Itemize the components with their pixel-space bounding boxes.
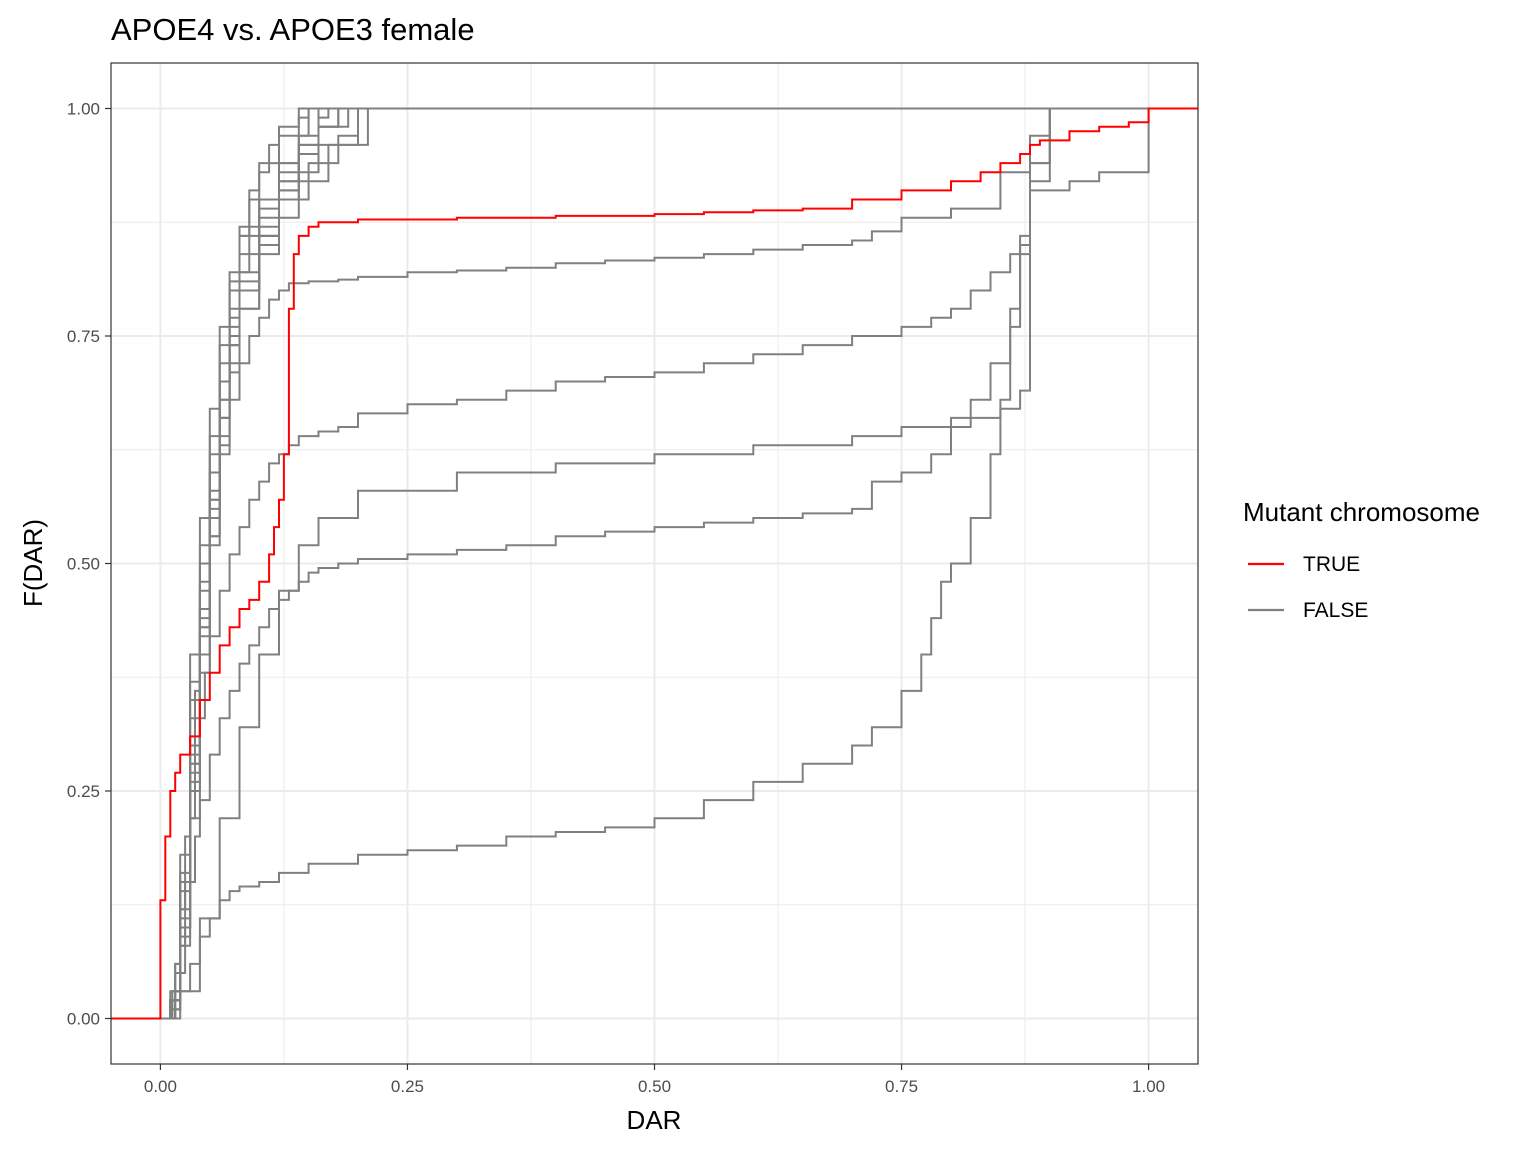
x-axis: 0.00 0.25 0.50 0.75 1.00 [144, 1064, 1165, 1096]
x-axis-title: DAR [627, 1105, 682, 1135]
legend-title: Mutant chromosome [1243, 497, 1480, 527]
legend-label-false: FALSE [1303, 599, 1368, 622]
chart-title: APOE4 vs. APOE3 female [111, 12, 475, 47]
x-tick-label: 0.75 [885, 1077, 918, 1096]
y-tick-label: 0.50 [67, 555, 100, 574]
x-tick-label: 0.00 [144, 1077, 177, 1096]
y-tick-label: 1.00 [67, 100, 100, 119]
y-axis-title: F(DAR) [18, 519, 48, 607]
y-tick-label: 0.25 [67, 782, 100, 801]
y-tick-label: 0.75 [67, 327, 100, 346]
series-line-false-14 [111, 107, 1198, 1020]
grid-major [111, 63, 1198, 1064]
y-tick-label: 0.00 [67, 1010, 100, 1029]
x-tick-label: 1.00 [1132, 1077, 1165, 1096]
y-axis: 0.00 0.25 0.50 0.75 1.00 [67, 100, 111, 1029]
legend: Mutant chromosome TRUE FALSE [1243, 497, 1480, 622]
legend-label-true: TRUE [1303, 553, 1360, 576]
series-layer [111, 107, 1198, 1020]
x-tick-label: 0.50 [638, 1077, 671, 1096]
x-tick-label: 0.25 [391, 1077, 424, 1096]
series-line-false-15 [111, 107, 1198, 1020]
series-line-true [111, 107, 1198, 1020]
series-line-false-17 [111, 107, 1198, 1020]
